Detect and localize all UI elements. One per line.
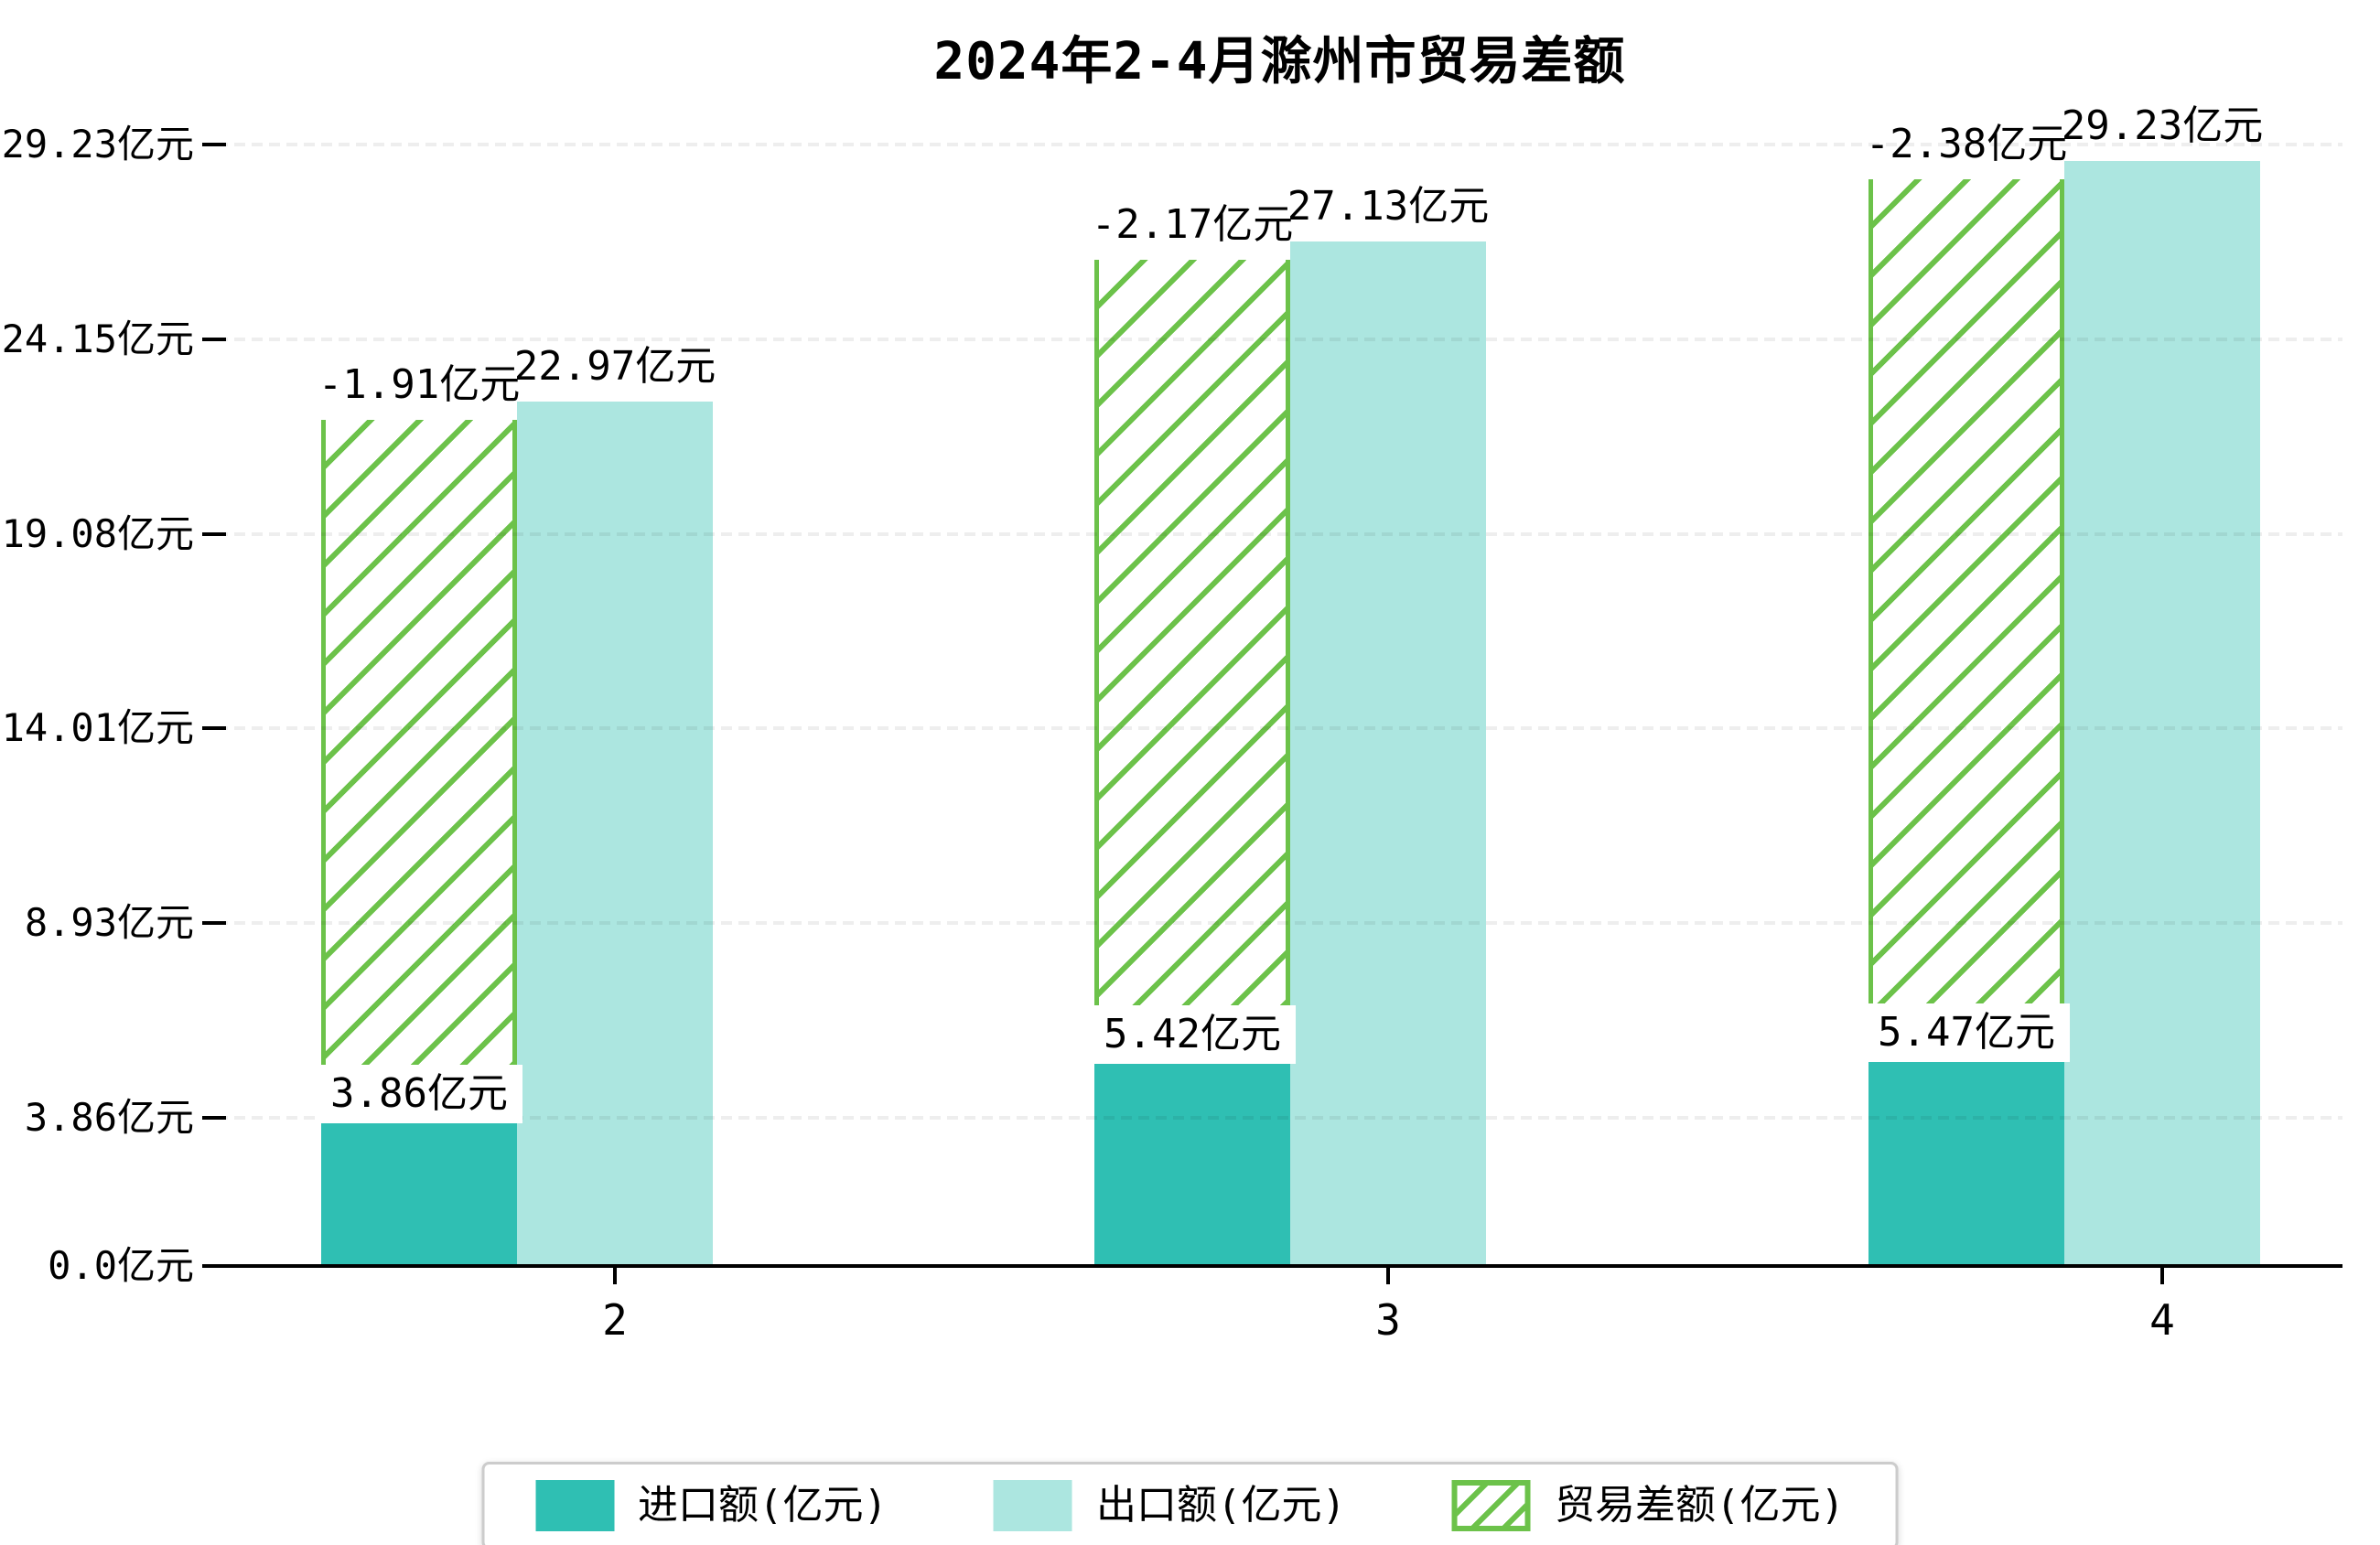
legend-label-import: 进口额(亿元): [638, 1482, 888, 1529]
import-bar: [321, 1118, 517, 1266]
y-tick: [202, 531, 226, 536]
gridline: [217, 531, 2342, 536]
y-tick-label: 8.93亿元: [24, 900, 194, 946]
trade-balance-swatch-icon: [1451, 1480, 1531, 1531]
y-tick-label: 29.23亿元: [1, 122, 194, 167]
gridline: [217, 726, 2342, 731]
export-value-label: 29.23亿元: [2061, 102, 2264, 150]
y-tick: [202, 726, 226, 731]
trade-balance-bar: [1094, 260, 1290, 1058]
x-axis-line: [217, 1264, 2342, 1268]
export-value-label: 22.97亿元: [513, 342, 716, 390]
import-value-label: 5.42亿元: [1089, 1004, 1296, 1064]
x-tick-label: 3: [1375, 1295, 1401, 1345]
import-value-label: 3.86亿元: [316, 1065, 522, 1124]
x-tick-label: 2: [602, 1295, 628, 1345]
chart-title: 2024年2-4月滁州市贸易差额: [933, 32, 1626, 91]
export-bar: [517, 401, 713, 1266]
gridline: [217, 921, 2342, 926]
y-tick: [202, 921, 226, 926]
y-tick: [202, 1116, 226, 1121]
export-bar: [2064, 161, 2260, 1266]
legend: 进口额(亿元) 出口额(亿元) 贸易差额(亿元): [481, 1462, 1899, 1545]
export-swatch-icon: [994, 1480, 1073, 1531]
y-tick-label: 24.15亿元: [1, 317, 194, 362]
import-swatch-icon: [535, 1480, 615, 1531]
import-value-label: 5.47亿元: [1863, 1003, 2070, 1062]
y-tick-label: 14.01亿元: [1, 705, 194, 751]
gridline: [217, 1116, 2342, 1121]
trade-balance-value-label: -2.17亿元: [1091, 201, 1294, 249]
y-tick-label: 3.86亿元: [24, 1095, 194, 1141]
y-tick-label: 19.08亿元: [1, 510, 194, 556]
legend-item-export: 出口额(亿元): [994, 1480, 1346, 1531]
y-tick: [202, 338, 226, 342]
y-tick-label: 0.0亿元: [48, 1243, 194, 1288]
legend-label-export: 出口额(亿元): [1096, 1482, 1346, 1529]
export-bar: [1290, 241, 1486, 1266]
legend-label-trade-balance: 贸易差额(亿元): [1554, 1482, 1845, 1529]
x-tick: [613, 1266, 617, 1284]
legend-item-trade-balance: 贸易差额(亿元): [1451, 1480, 1845, 1531]
import-bar: [1868, 1056, 2064, 1266]
gridline: [217, 338, 2342, 342]
export-value-label: 27.13亿元: [1287, 183, 1490, 231]
trade-balance-value-label: -1.91亿元: [318, 360, 521, 408]
legend-item-import: 进口额(亿元): [535, 1480, 888, 1531]
gridline: [217, 143, 2342, 147]
x-tick: [2160, 1266, 2164, 1284]
trade-balance-bar: [321, 419, 517, 1119]
y-tick: [202, 143, 226, 147]
trade-balance-value-label: -2.38亿元: [1865, 121, 2068, 168]
x-tick: [1386, 1266, 1390, 1284]
x-tick-label: 4: [2149, 1295, 2175, 1345]
y-tick: [202, 1264, 226, 1268]
import-bar: [1094, 1057, 1290, 1266]
trade-balance-bar: [1868, 179, 2064, 1057]
